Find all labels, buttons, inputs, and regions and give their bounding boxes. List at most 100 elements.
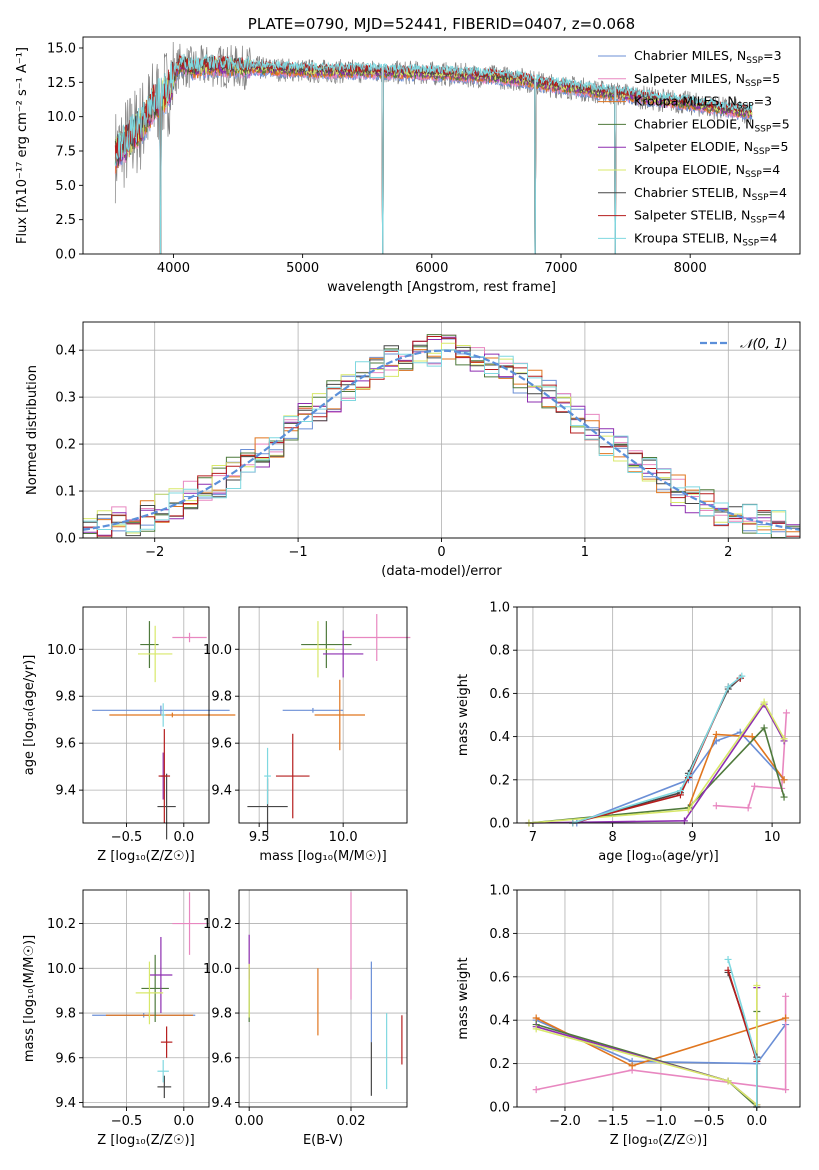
legend-count: =4 — [759, 230, 777, 245]
model-spectrum-salpeter-miles — [114, 61, 753, 254]
legend-count: =5 — [771, 116, 789, 131]
y-tick-label: 0.0 — [55, 248, 76, 263]
line-chabrier-elodie — [528, 726, 785, 824]
x-tick-label: −1 — [289, 545, 308, 560]
y-tick-label: 7.5 — [55, 144, 76, 159]
y-tick-label: 0.4 — [489, 730, 510, 745]
marker-kroupa-stelib — [676, 787, 684, 795]
legend-subscript: SSP — [750, 216, 767, 226]
histograms — [83, 334, 800, 538]
x-axis-label: age [log₁₀(age/yr)] — [598, 849, 719, 864]
x-tick-label: −2 — [145, 545, 164, 560]
normal-curve — [83, 349, 800, 531]
y-tick-label: 0.0 — [489, 817, 510, 832]
line-salpeter-stelib — [727, 970, 758, 1107]
legend-count: =4 — [762, 162, 780, 177]
x-tick-label: 5000 — [286, 261, 319, 276]
marker-kroupa-stelib — [684, 771, 692, 779]
y-tick-label: 0.8 — [489, 927, 510, 942]
y-tick-label: 10.0 — [203, 643, 232, 658]
x-tick-label: −0.5 — [693, 1114, 725, 1129]
line-salpeter-miles — [536, 996, 787, 1091]
y-tick-label: 0.4 — [489, 1014, 510, 1029]
y-tick-label: 10.0 — [47, 643, 76, 658]
y-tick-label: 0.2 — [489, 1057, 510, 1072]
model-spectrum-kroupa-stelib — [114, 53, 753, 254]
y-tick-label: 9.4 — [211, 1096, 232, 1111]
legend-subscript: SSP — [737, 102, 754, 112]
marker-kroupa-stelib — [724, 955, 732, 963]
x-tick-label: 8000 — [674, 261, 707, 276]
marker-salpeter-miles — [782, 992, 790, 1000]
y-tick-label: 10.0 — [47, 962, 76, 977]
x-tick-label: 0.0 — [746, 1114, 767, 1129]
x-axis-label: Z [log₁₀(Z/Z☉)] — [97, 849, 194, 864]
marker-kroupa-elodie — [532, 1025, 540, 1033]
y-axis-label: mass weight — [456, 957, 471, 1039]
x-tick-label: 0.0 — [173, 830, 194, 845]
panel-6 — [239, 890, 407, 1107]
y-tick-label: 9.6 — [211, 737, 232, 752]
model-spectrum-chabrier-miles — [114, 63, 753, 254]
y-tick-label: 10.2 — [47, 917, 76, 932]
legend-label: Kroupa ELODIE, NSSP=4 — [634, 162, 780, 180]
x-tick-label: 7 — [529, 830, 537, 845]
line-chabrier-stelib — [727, 972, 758, 1107]
y-tick-label: 0.4 — [55, 344, 76, 359]
line-kroupa-miles — [687, 733, 785, 809]
marker-salpeter-stelib — [724, 966, 732, 974]
axes-frame — [238, 889, 408, 1108]
legend-label-normal: 𝒩(0, 1) — [740, 337, 787, 352]
legend-subscript: SSP — [742, 238, 759, 248]
y-axis-label: Flux [fλ10⁻¹⁷ erg cm⁻² s⁻¹ A⁻¹] — [15, 47, 30, 244]
y-tick-label: 10.0 — [203, 962, 232, 977]
axes-frame — [516, 606, 801, 824]
model-spectrum-kroupa-miles — [114, 59, 753, 254]
marker-kroupa-elodie — [724, 1077, 732, 1085]
x-axis-label: Z [log₁₀(Z/Z☉)] — [97, 1133, 194, 1148]
axes-frame — [82, 36, 801, 255]
x-tick-label: 7000 — [544, 261, 577, 276]
marker-salpeter-miles — [532, 1086, 540, 1094]
y-tick-label: 15.0 — [47, 41, 76, 56]
legend-subscript: SSP — [745, 79, 762, 89]
legend-label: Salpeter ELODIE, NSSP=5 — [634, 139, 788, 157]
y-tick-label: 0.2 — [55, 438, 76, 453]
y-tick-label: 2.5 — [55, 213, 76, 228]
line-salpeter-stelib — [572, 677, 741, 824]
x-axis-label: E(B-V) — [303, 1133, 343, 1148]
y-tick-label: 0.6 — [489, 970, 510, 985]
y-tick-label: 9.8 — [211, 1007, 232, 1022]
x-tick-label: 0.00 — [235, 1114, 264, 1129]
y-tick-label: 9.6 — [55, 737, 76, 752]
legend-subscript: SSP — [745, 170, 762, 180]
y-tick-label: 9.4 — [211, 784, 232, 799]
marker-kroupa-elodie — [684, 806, 692, 814]
panel-5 — [83, 890, 209, 1107]
y-tick-label: 0.1 — [55, 485, 76, 500]
marker-kroupa-miles — [782, 1014, 790, 1022]
x-tick-label: 6000 — [415, 261, 448, 276]
y-tick-label: 0.0 — [55, 532, 76, 547]
x-tick-label: 10 — [764, 830, 781, 845]
marker-kroupa-elodie — [780, 735, 788, 743]
x-tick-label: 8 — [609, 830, 617, 845]
marker-kroupa-stelib — [753, 1055, 761, 1063]
marker-kroupa-miles — [712, 730, 720, 738]
x-tick-label: 0.0 — [173, 1114, 194, 1129]
y-tick-label: 9.8 — [55, 690, 76, 705]
legend-count: =3 — [763, 48, 781, 63]
marker-salpeter-miles — [782, 1086, 790, 1094]
y-tick-label: 0.2 — [489, 773, 510, 788]
line-kroupa-elodie — [535, 985, 758, 1107]
marker-chabrier-elodie — [780, 793, 788, 801]
legend-count: =3 — [754, 94, 772, 109]
y-tick-label: 9.8 — [211, 690, 232, 705]
legend-label: Chabrier STELIB, NSSP=4 — [634, 185, 787, 203]
y-tick-label: 9.8 — [55, 1007, 76, 1022]
line-salpeter-elodie — [535, 987, 758, 1107]
y-axis-label: mass [log₁₀(M/M☉)] — [22, 935, 37, 1062]
axes-frame — [238, 606, 408, 824]
x-tick-label: 9 — [688, 830, 696, 845]
